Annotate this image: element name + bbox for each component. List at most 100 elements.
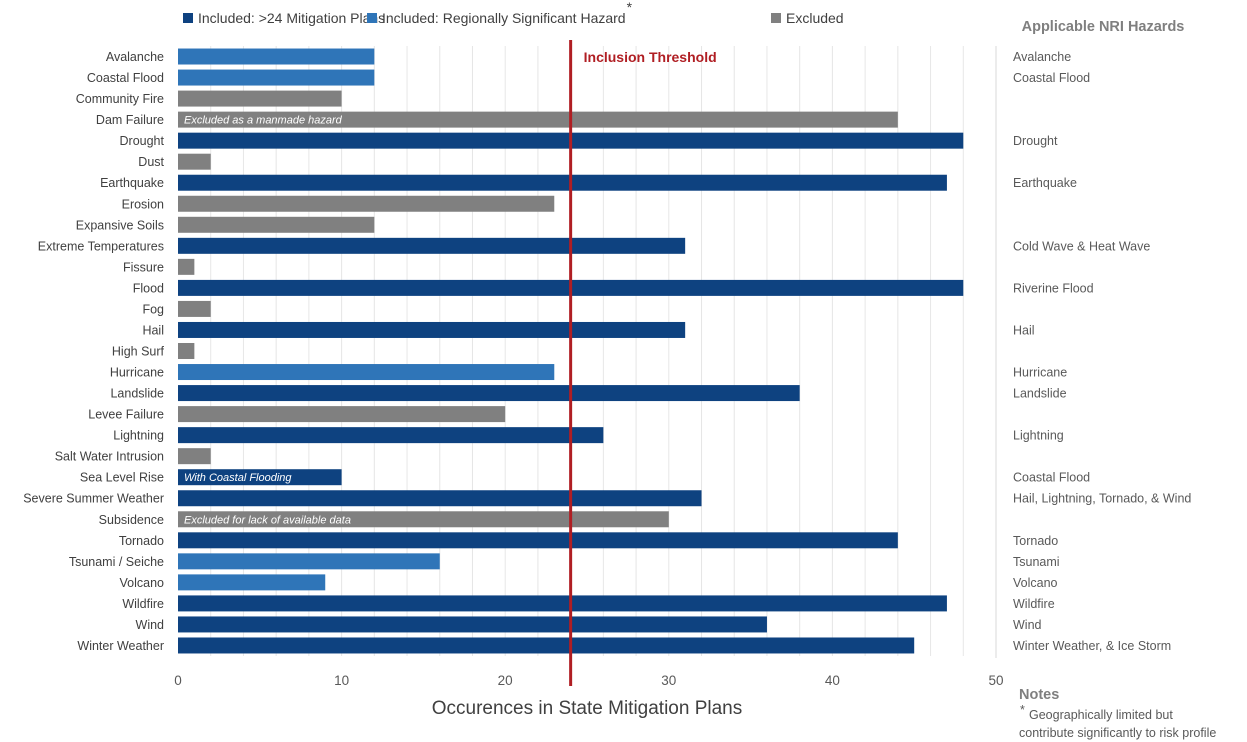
bar xyxy=(178,48,375,65)
x-tick-label: 30 xyxy=(661,673,676,688)
bar xyxy=(178,427,604,444)
nri-hazard-label: Winter Weather, & Ice Storm xyxy=(1013,639,1171,653)
notes-line: contribute significantly to risk profile xyxy=(1019,726,1216,740)
bar xyxy=(178,321,686,338)
notes-marker: * xyxy=(1020,703,1025,717)
bar xyxy=(178,595,947,612)
legend-swatch xyxy=(367,13,377,23)
nri-hazard-label: Wildfire xyxy=(1013,597,1055,611)
legend-marker: * xyxy=(627,0,633,15)
category-label: Landslide xyxy=(110,387,164,401)
category-label: Lightning xyxy=(113,429,164,443)
bar xyxy=(178,258,195,275)
nri-hazards-title: Applicable NRI Hazards xyxy=(1022,19,1185,35)
x-tick-label: 50 xyxy=(988,673,1003,688)
category-label: Erosion xyxy=(122,197,164,211)
nri-hazard-label: Coastal Flood xyxy=(1013,471,1090,485)
nri-hazard-label: Hail, Lightning, Tornado, & Wind xyxy=(1013,492,1191,506)
category-label: Hurricane xyxy=(110,366,164,380)
legend-label: Included: >24 Mitigation Plans xyxy=(198,10,385,26)
category-label: Salt Water Intrusion xyxy=(55,450,164,464)
nri-hazard-label: Hail xyxy=(1013,323,1035,337)
bar xyxy=(178,532,898,549)
bar xyxy=(178,153,211,170)
bar xyxy=(178,69,375,86)
bar xyxy=(178,343,195,359)
notes: Notes * Geographically limited but contr… xyxy=(1019,687,1216,740)
category-label: Extreme Temperatures xyxy=(38,239,164,253)
bar xyxy=(178,553,440,570)
category-label: Sea Level Rise xyxy=(80,471,164,485)
category-label: Wind xyxy=(136,618,165,632)
legend: Included: >24 Mitigation PlansIncluded: … xyxy=(183,0,844,26)
x-tick-labels: 0 10 20 30 40 50 xyxy=(174,673,1003,688)
bar-note: With Coastal Flooding xyxy=(184,472,292,484)
inclusion-threshold: Inclusion Threshold xyxy=(569,40,717,686)
bar xyxy=(178,174,947,191)
nri-hazard-label: Earthquake xyxy=(1013,176,1077,190)
category-label: Coastal Flood xyxy=(87,71,164,85)
nri-hazard-label: Avalanche xyxy=(1013,50,1071,64)
category-label: Fog xyxy=(142,302,164,316)
bar xyxy=(178,616,767,633)
category-label: Expansive Soils xyxy=(76,218,164,232)
legend-swatch xyxy=(771,13,781,23)
notes-line: Geographically limited but xyxy=(1029,708,1173,722)
bar-note: Excluded as a manmade hazard xyxy=(184,115,343,127)
bars: Excluded as a manmade hazard With Coastal… xyxy=(178,48,964,654)
nri-hazard-label: Tsunami xyxy=(1013,555,1060,569)
category-label: Wildfire xyxy=(122,597,164,611)
nri-hazard-label: Lightning xyxy=(1013,429,1064,443)
category-label: Flood xyxy=(133,281,164,295)
category-label: Severe Summer Weather xyxy=(23,492,164,506)
x-tick-label: 20 xyxy=(498,673,513,688)
category-label: Community Fire xyxy=(76,92,164,106)
x-tick-label: 0 xyxy=(174,673,182,688)
bar xyxy=(178,574,326,591)
x-tick-label: 40 xyxy=(825,673,840,688)
nri-hazard-label: Riverine Flood xyxy=(1013,281,1094,295)
legend-swatch xyxy=(183,13,193,23)
nri-hazard-label: Landslide xyxy=(1013,387,1067,401)
category-label: Levee Failure xyxy=(88,408,164,422)
nri-hazard-label: Hurricane xyxy=(1013,366,1067,380)
bar xyxy=(178,637,915,654)
bar xyxy=(178,511,669,528)
bar xyxy=(178,406,506,423)
nri-hazard-label: Wind xyxy=(1013,618,1042,632)
category-label: Winter Weather xyxy=(77,639,164,653)
category-label: Hail xyxy=(142,323,164,337)
category-label: Drought xyxy=(120,134,165,148)
category-label: Subsidence xyxy=(99,513,164,527)
nri-hazard-label: Drought xyxy=(1013,134,1058,148)
bar xyxy=(178,216,375,233)
bar xyxy=(178,385,800,402)
x-axis-title: Occurences in State Mitigation Plans xyxy=(432,698,743,719)
x-tick-label: 10 xyxy=(334,673,349,688)
category-label: High Surf xyxy=(112,345,165,359)
bar xyxy=(178,195,555,212)
category-label: Dam Failure xyxy=(96,113,164,127)
legend-label: Included: Regionally Significant Hazard xyxy=(382,10,626,26)
bar xyxy=(178,111,898,128)
category-labels: Avalanche Coastal Flood Community Fire Dam … xyxy=(23,50,164,653)
category-label: Fissure xyxy=(123,260,164,274)
category-label: Dust xyxy=(138,155,164,169)
nri-hazard-label: Coastal Flood xyxy=(1013,71,1090,85)
threshold-label: Inclusion Threshold xyxy=(584,49,717,65)
bar xyxy=(178,90,342,107)
nri-hazard-label: Tornado xyxy=(1013,534,1058,548)
category-label: Volcano xyxy=(120,576,165,590)
category-label: Avalanche xyxy=(106,50,164,64)
bar xyxy=(178,237,686,254)
bar xyxy=(178,364,555,381)
legend-label: Excluded xyxy=(786,10,844,26)
category-label: Tornado xyxy=(119,534,164,548)
notes-title: Notes xyxy=(1019,687,1059,703)
category-label: Tsunami / Seiche xyxy=(69,555,164,569)
category-label: Earthquake xyxy=(100,176,164,190)
nri-hazard-label: Volcano xyxy=(1013,576,1058,590)
bar xyxy=(178,469,342,486)
bar xyxy=(178,448,211,465)
